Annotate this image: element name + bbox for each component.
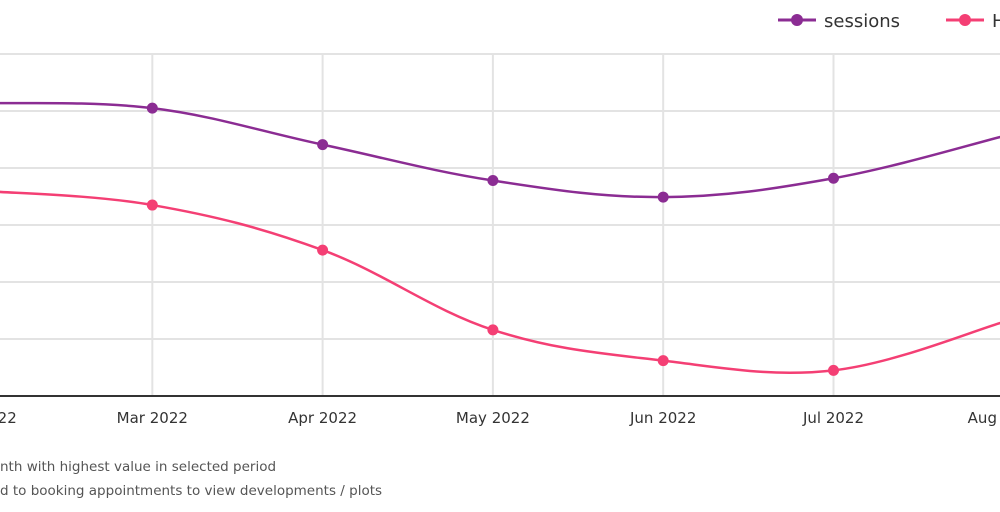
data-point[interactable]	[657, 191, 669, 203]
legend-label: sessions	[824, 11, 900, 32]
data-point[interactable]	[146, 199, 158, 211]
footnote-line: nth with highest value in selected perio…	[0, 459, 276, 475]
x-tick-label: Jun 2022	[629, 409, 696, 427]
footnotes: nth with highest value in selected perio…	[0, 459, 382, 499]
legend-item-sessions[interactable]: sessions	[778, 11, 900, 32]
legend-swatch-marker	[791, 14, 803, 26]
legend-label: H	[992, 11, 1000, 32]
x-axis-ticks: Feb 2022 Mar 2022 Apr 2022 May 2022 Jun 2022…	[0, 409, 1000, 427]
data-point[interactable]	[828, 172, 839, 184]
series-h	[0, 190, 1000, 376]
x-tick-label: Apr 2022	[288, 409, 357, 427]
data-point[interactable]	[317, 244, 329, 256]
x-tick-label: Feb 2022	[0, 409, 17, 427]
series	[0, 101, 1000, 376]
legend-item-h[interactable]: H	[946, 11, 1000, 32]
footnote-line: d to booking appointments to view develo…	[0, 483, 382, 499]
legend: sessions H	[778, 11, 1000, 32]
data-point[interactable]	[317, 139, 329, 151]
x-tick-label: May 2022	[456, 409, 530, 427]
data-point[interactable]	[487, 324, 499, 336]
data-point[interactable]	[146, 102, 158, 114]
series-sessions	[0, 101, 1000, 203]
series-line	[0, 101, 1000, 199]
data-point[interactable]	[487, 175, 499, 187]
legend-swatch-marker	[959, 14, 971, 26]
x-tick-label: Aug 2022	[968, 409, 1000, 427]
data-point[interactable]	[828, 364, 839, 376]
data-point[interactable]	[657, 355, 669, 367]
x-tick-label: Jul 2022	[802, 409, 864, 427]
x-tick-label: Mar 2022	[117, 409, 188, 427]
